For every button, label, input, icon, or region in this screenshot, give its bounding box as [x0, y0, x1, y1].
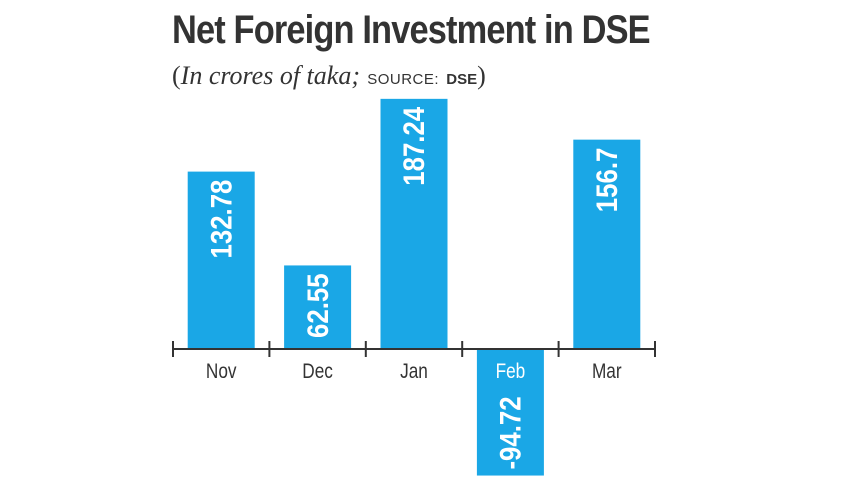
- bar-dec: [284, 265, 352, 349]
- bar-mar: [573, 139, 641, 349]
- subtitle-open-paren: (: [172, 61, 181, 90]
- chart-title: Net Foreign Investment in DSE: [172, 8, 651, 52]
- chart-subtitle: (In crores of taka; SOURCE: DSE): [172, 60, 486, 91]
- x-tick-label-feb: Feb: [496, 361, 526, 384]
- subtitle-source-label: SOURCE:: [367, 71, 440, 88]
- x-tick-label-jan: Jan: [400, 361, 428, 384]
- bar-nov: [187, 171, 255, 349]
- bar-jan: [380, 98, 448, 350]
- data-label-jan: 187.24: [397, 106, 430, 185]
- data-label-dec: 62.55: [301, 273, 334, 338]
- data-label-mar: 156.7: [590, 148, 623, 213]
- subtitle-source-name: DSE: [446, 71, 478, 88]
- x-tick-label-mar: Mar: [592, 361, 622, 384]
- x-tick-label-nov: Nov: [206, 361, 237, 384]
- data-label-feb: -94.72: [494, 396, 527, 469]
- subtitle-close-paren: ): [477, 61, 486, 90]
- data-label-nov: 132.78: [205, 180, 238, 259]
- subtitle-unit: In crores of taka;: [180, 61, 360, 90]
- x-tick-label-dec: Dec: [302, 361, 333, 384]
- bar-feb: [476, 349, 544, 476]
